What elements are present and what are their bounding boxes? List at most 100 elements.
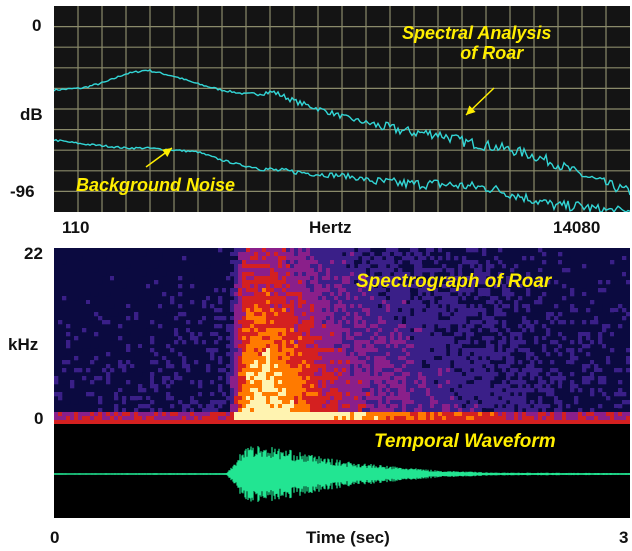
spectrogram-cell (570, 372, 575, 377)
spectrogram-cell (298, 368, 303, 373)
spectrogram-cell (234, 328, 239, 333)
spectrogram-cell (210, 332, 215, 337)
spectrogram-cell (254, 356, 259, 361)
spectrogram-cell (422, 320, 427, 325)
spectrogram-cell (318, 336, 323, 341)
spectrogram-cell (406, 404, 411, 409)
spectrogram-cell (458, 352, 463, 357)
spectrogram-cell (390, 376, 395, 381)
spectrogram-cell (322, 368, 327, 373)
spectrogram-cell (390, 416, 395, 421)
spectrogram-cell (418, 308, 423, 313)
spectrogram-cell (598, 416, 603, 421)
spectrogram-cell (402, 352, 407, 357)
spectrogram-cell (546, 392, 551, 397)
spectrogram-cell (434, 304, 439, 309)
spectrogram-cell (334, 328, 339, 333)
spectrogram-cell (390, 276, 395, 281)
spectrogram-cell (310, 276, 315, 281)
spectrogram-cell (334, 352, 339, 357)
spectrogram-cell (374, 380, 379, 385)
spectrogram-cell (166, 376, 171, 381)
spectrogram-cell (94, 356, 99, 361)
spectrogram-cell (394, 268, 399, 273)
spectrogram-cell (598, 388, 603, 393)
spectrogram-cell (530, 388, 535, 393)
spectrogram-cell (298, 396, 303, 401)
spectrogram-cell (310, 252, 315, 257)
spectrogram-cell (494, 296, 499, 301)
spectrogram-cell (254, 332, 259, 337)
spectrogram-cell (310, 408, 315, 413)
spectrogram-cell (230, 364, 235, 369)
spectrogram-cell (306, 252, 311, 257)
spectrogram-cell (246, 376, 251, 381)
spectrogram-cell (150, 320, 155, 325)
spectrogram-cell (362, 312, 367, 317)
spectrogram-cell (466, 392, 471, 397)
spectrogram-cell (390, 328, 395, 333)
spectrogram-cell (110, 368, 115, 373)
spectrogram-cell (330, 316, 335, 321)
spectrogram-cell (362, 376, 367, 381)
spectrogram-cell (310, 352, 315, 357)
spectrogram-cell (530, 412, 535, 417)
spectrogram-cell (198, 368, 203, 373)
spectrogram-cell (286, 276, 291, 281)
spectrogram-cell (290, 288, 295, 293)
spectrogram-cell (246, 352, 251, 357)
spectrogram-cell (414, 336, 419, 341)
spectrogram-cell (394, 340, 399, 345)
spectrogram-cell (382, 272, 387, 277)
spectrogram-cell (610, 308, 615, 313)
spectrogram-cell (266, 300, 271, 305)
spectrogram-cell (342, 392, 347, 397)
spectrogram-cell (390, 400, 395, 405)
spectrogram-cell (602, 324, 607, 329)
spectrogram-cell (294, 324, 299, 329)
spectrogram-cell (306, 352, 311, 357)
spectrogram-cell (410, 416, 415, 421)
spectrogram-cell (466, 324, 471, 329)
spectrogram-cell (266, 248, 271, 253)
spectrogram-cell (430, 316, 435, 321)
spectrogram-cell (494, 388, 499, 393)
spectrogram-cell (330, 364, 335, 369)
spectrogram-cell (246, 260, 251, 265)
spectrogram-cell (378, 404, 383, 409)
spectrogram-cell (254, 360, 259, 365)
spectrogram-cell (446, 280, 451, 285)
spectrogram-cell (386, 412, 391, 417)
spectrogram-cell (422, 400, 427, 405)
spectrogram-cell (162, 360, 167, 365)
spectrogram-cell (558, 396, 563, 401)
spectrogram-cell (554, 412, 559, 417)
spectrogram-cell (578, 348, 583, 353)
spectrogram-cell (426, 400, 431, 405)
spectrogram-cell (334, 348, 339, 353)
spectrogram-cell (538, 300, 543, 305)
spectrogram-cell (238, 312, 243, 317)
spectrogram-cell (518, 376, 523, 381)
spectrogram-cell (254, 344, 259, 349)
spectrogram-cell (386, 364, 391, 369)
spectrogram-cell (346, 320, 351, 325)
spectrogram-cell (442, 352, 447, 357)
spectrogram-cell (122, 364, 127, 369)
spectrogram-cell (298, 336, 303, 341)
spectrogram-cell (58, 296, 63, 301)
spectrogram-cell (462, 356, 467, 361)
spectrogram-cell (358, 268, 363, 273)
spectrogram-cell (450, 276, 455, 281)
spectrogram-cell (422, 328, 427, 333)
spectrogram-cell (334, 280, 339, 285)
spectrogram-cell (354, 344, 359, 349)
spectrogram-cell (54, 388, 59, 393)
spectrogram-cell (162, 304, 167, 309)
spectrogram-cell (290, 296, 295, 301)
spectrogram-cell (298, 356, 303, 361)
spectrogram-cell (362, 408, 367, 413)
spectrogram-cell (374, 268, 379, 273)
spectrogram-cell (474, 320, 479, 325)
spectrogram-cell (434, 384, 439, 389)
